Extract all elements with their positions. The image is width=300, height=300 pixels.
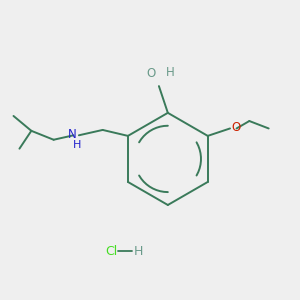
Text: H: H (73, 140, 82, 150)
Text: Cl: Cl (105, 244, 118, 258)
Text: O: O (147, 67, 156, 80)
Text: H: H (134, 244, 143, 258)
Text: N: N (68, 128, 76, 141)
Text: O: O (232, 122, 241, 134)
Text: H: H (166, 66, 175, 79)
